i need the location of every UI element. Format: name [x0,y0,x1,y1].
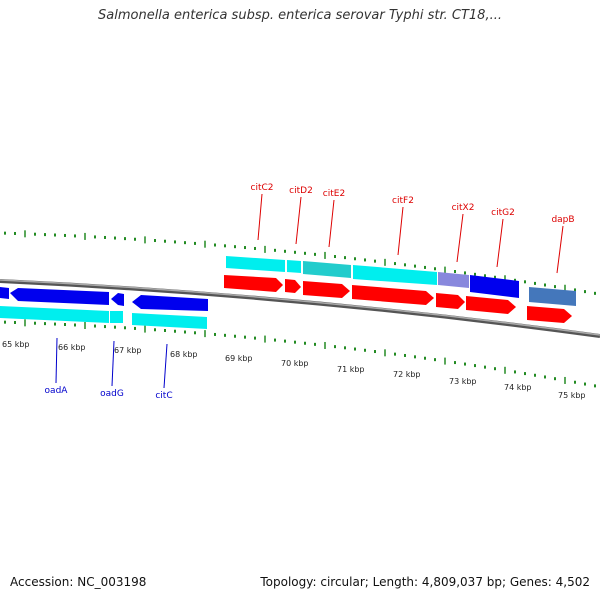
gene-strip-c [132,313,207,329]
gene-strip-citF2 [353,265,437,285]
cds-minus-2 [10,288,109,305]
cds-plus-dapB [527,306,572,323]
tick-label: 75 kbp [558,391,586,400]
cds-plus-citD2 [285,279,301,293]
backbone-line [0,279,600,338]
tick-label: 65 kbp [2,340,30,349]
tick-label: 72 kbp [393,370,421,379]
gene-label-citE2[interactable]: citE2 [323,189,345,199]
cds-plus-citG2 [466,296,516,314]
cds-minus-1 [0,287,9,299]
gene-strip-b [110,311,123,323]
left-feature-group [0,287,208,329]
gene-label-citF2[interactable]: citF2 [392,196,414,206]
tick-label: 68 kbp [170,350,198,359]
cds-minus-citG2 [470,275,519,298]
cds-minus-dapB [529,287,576,306]
tick-label: 71 kbp [337,365,365,374]
tick-label: 70 kbp [281,359,309,368]
cds-minus-4 [132,295,208,311]
cds-minus-3 [111,293,124,306]
gene-labels-top: citC2 citD2 citE2 citF2 citX2 citG2 dapB [251,183,575,274]
leader-line [328,199,335,248]
cds-plus-citF2 [352,285,434,305]
gene-label-citD2[interactable]: citD2 [289,186,313,196]
tick-label: 69 kbp [225,354,253,363]
gene-label-oadG[interactable]: oadG [100,389,124,399]
tick-labels: 65 kbp 66 kbp 67 kbp 68 kbp 69 kbp 70 kbp 71 k… [2,340,586,400]
leader-line [556,225,564,274]
gene-strip-citE2 [303,261,351,278]
gene-label-citC2[interactable]: citC2 [251,183,274,193]
gene-label-citC[interactable]: citC [155,391,172,401]
right-feature-group [224,256,576,323]
leader-line [163,343,168,389]
gene-label-oadA[interactable]: oadA [45,386,69,396]
accession-text: Accession: NC_003198 [10,575,147,589]
gene-label-citX2[interactable]: citX2 [452,203,475,213]
gene-label-dapB[interactable]: dapB [551,215,574,225]
cds-plus-citC2 [224,275,283,292]
gene-strip-citX2 [438,272,469,288]
gene-label-citG2[interactable]: citG2 [491,208,515,218]
tick-marks-lower [4,319,596,388]
gene-strip-citC2 [226,256,285,272]
tick-label: 67 kbp [114,346,142,355]
tick-marks-upper [4,230,596,295]
leader-line [55,337,58,384]
leader-line [295,196,302,245]
genome-summary-text: Topology: circular; Length: 4,809,037 bp… [260,575,590,589]
tick-label: 73 kbp [449,377,477,386]
leader-line [257,193,263,241]
leader-line [496,218,504,268]
leader-line [111,340,115,387]
gene-strip-citD2 [287,260,301,273]
tick-label: 74 kbp [504,383,532,392]
leader-line [397,206,404,256]
cds-plus-citE2 [303,281,350,298]
gene-strip-a [0,306,109,323]
cds-plus-citX2 [436,293,465,309]
backbone-highlight [0,279,600,336]
tick-label: 66 kbp [58,343,86,352]
leader-line [456,213,464,263]
gene-labels-bottom: oadA oadG citC [45,337,173,401]
map-title: Salmonella enterica subsp. enterica sero… [98,8,502,23]
